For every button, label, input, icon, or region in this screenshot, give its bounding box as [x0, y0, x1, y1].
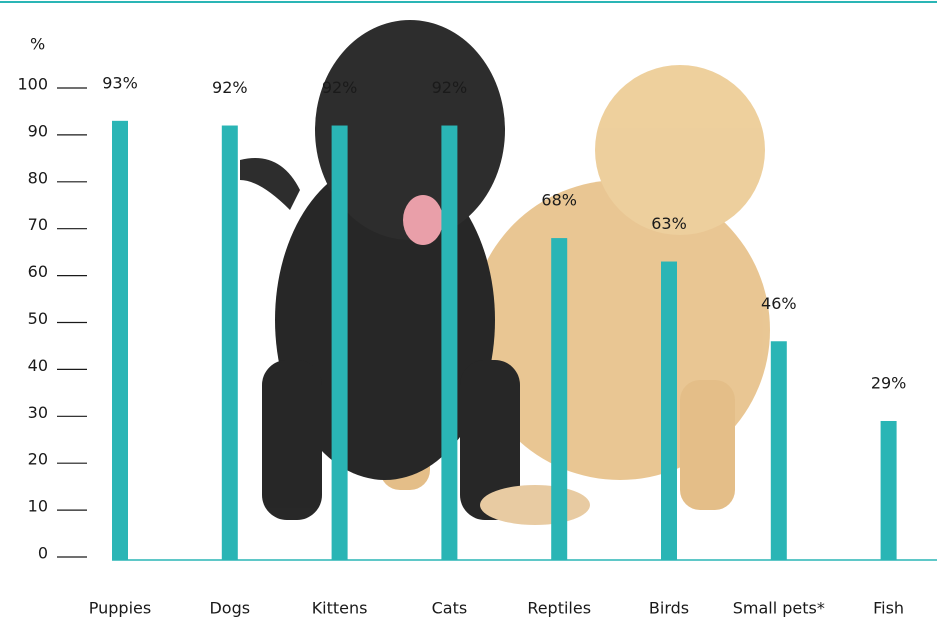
y-tick-label: 100	[17, 75, 48, 94]
x-tick-label: Kittens	[312, 599, 368, 618]
value-label: 68%	[541, 191, 577, 210]
bar	[880, 420, 897, 560]
x-tick-label: Small pets*	[733, 599, 825, 618]
puppy-illustration	[240, 20, 770, 525]
bar	[551, 238, 568, 560]
x-tick-label: Puppies	[89, 599, 151, 618]
bar	[661, 261, 677, 560]
value-label: 93%	[102, 73, 138, 92]
x-tick-label: Cats	[432, 599, 468, 618]
bar	[221, 125, 238, 561]
x-tick-label: Birds	[649, 599, 689, 618]
x-tick-label: Dogs	[209, 599, 250, 618]
bar	[441, 125, 458, 561]
bar	[112, 120, 128, 560]
value-label: 92%	[212, 78, 248, 97]
y-tick-label: 20	[28, 450, 48, 469]
x-tick-label: Fish	[873, 599, 904, 618]
y-tick-label: 10	[28, 497, 48, 516]
y-tick-label: 30	[28, 403, 48, 422]
y-tick-label: 80	[28, 168, 48, 187]
value-label: 46%	[761, 294, 797, 313]
x-tick-label: Reptiles	[527, 599, 591, 618]
value-label: 92%	[432, 78, 468, 97]
y-tick-label: 60	[28, 262, 48, 281]
bar	[331, 125, 348, 561]
y-axis-label: %	[30, 35, 45, 54]
bar	[770, 341, 787, 560]
y-tick-label: 70	[28, 215, 48, 234]
value-label: 63%	[651, 214, 687, 233]
value-label: 29%	[871, 373, 907, 392]
y-tick-label: 90	[28, 121, 48, 140]
value-label: 92%	[322, 78, 358, 97]
y-tick-label: 50	[28, 309, 48, 328]
y-tick-label: 40	[28, 356, 48, 375]
y-tick-label: 0	[38, 544, 48, 563]
